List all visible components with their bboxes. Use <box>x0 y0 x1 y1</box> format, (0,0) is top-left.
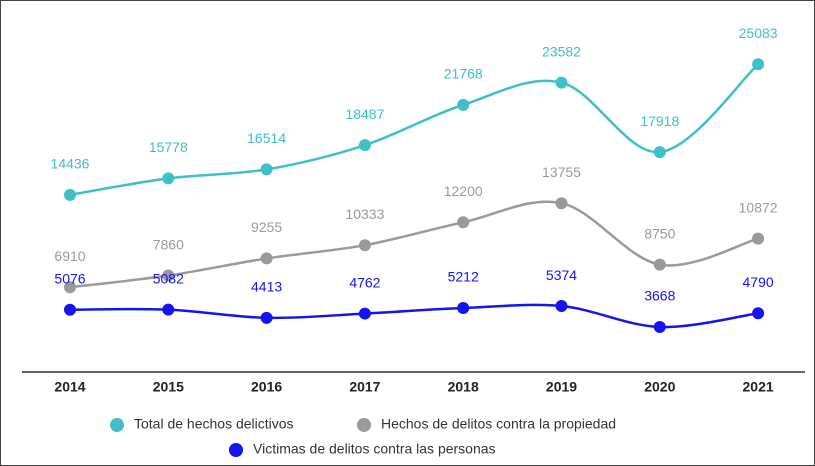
x-tick-label: 2021 <box>743 379 774 395</box>
data-point <box>555 197 568 210</box>
data-label: 12200 <box>444 183 483 199</box>
data-label: 16514 <box>247 130 286 146</box>
data-point <box>457 216 470 229</box>
data-label: 4413 <box>251 279 282 295</box>
x-tick-label: 2014 <box>54 379 85 395</box>
data-label: 6910 <box>54 248 85 264</box>
data-label: 4762 <box>349 274 380 290</box>
data-point <box>260 311 273 324</box>
data-point <box>64 303 76 316</box>
data-point <box>162 303 175 316</box>
data-point <box>162 269 175 282</box>
data-point <box>457 302 470 315</box>
data-label: 21768 <box>444 66 483 82</box>
data-label: 5212 <box>448 269 479 285</box>
data-point <box>64 188 76 201</box>
x-tick-label: 2016 <box>251 379 282 395</box>
data-label: 9255 <box>251 219 282 235</box>
data-point <box>358 307 371 320</box>
data-label: 7860 <box>153 236 184 252</box>
legend-label: Hechos de delitos contra la propiedad <box>381 416 616 432</box>
data-label: 5082 <box>153 270 184 286</box>
data-label: 5374 <box>546 267 577 283</box>
data-label: 14436 <box>51 156 90 172</box>
x-tick-label: 2018 <box>448 379 479 395</box>
data-label: 23582 <box>542 43 581 59</box>
data-point <box>358 139 371 152</box>
data-point <box>555 300 568 313</box>
data-label: 17918 <box>640 113 679 129</box>
data-point <box>653 320 666 333</box>
data-label: 5076 <box>54 270 85 286</box>
legend-marker <box>357 418 371 432</box>
data-label: 13755 <box>542 164 581 180</box>
x-tick-label: 2017 <box>349 379 380 395</box>
data-label: 3668 <box>644 288 675 304</box>
data-label: 25083 <box>739 25 778 41</box>
data-point <box>653 146 666 159</box>
data-label: 15778 <box>149 139 188 155</box>
data-point <box>752 58 765 71</box>
data-label: 4790 <box>743 274 774 290</box>
data-point <box>260 163 273 176</box>
data-point <box>260 252 273 265</box>
series-line <box>69 200 759 289</box>
x-tick-label: 2020 <box>644 379 675 395</box>
data-point <box>457 98 470 111</box>
data-point <box>653 258 666 271</box>
data-label: 10333 <box>345 206 384 222</box>
legend-marker <box>229 443 243 457</box>
data-point <box>64 281 76 294</box>
x-tick-label: 2015 <box>153 379 184 395</box>
data-point <box>752 232 765 245</box>
legend-label: Victimas de delitos contra las personas <box>253 441 496 457</box>
data-label: 8750 <box>644 225 675 241</box>
legend-marker <box>110 418 124 432</box>
data-point <box>555 76 568 89</box>
data-label: 10872 <box>739 199 778 215</box>
data-point <box>162 172 175 185</box>
legend-label: Total de hechos delictivos <box>134 416 294 432</box>
x-tick-label: 2019 <box>546 379 577 395</box>
data-label: 18487 <box>345 106 384 122</box>
data-point <box>752 307 765 320</box>
data-point <box>358 239 371 252</box>
